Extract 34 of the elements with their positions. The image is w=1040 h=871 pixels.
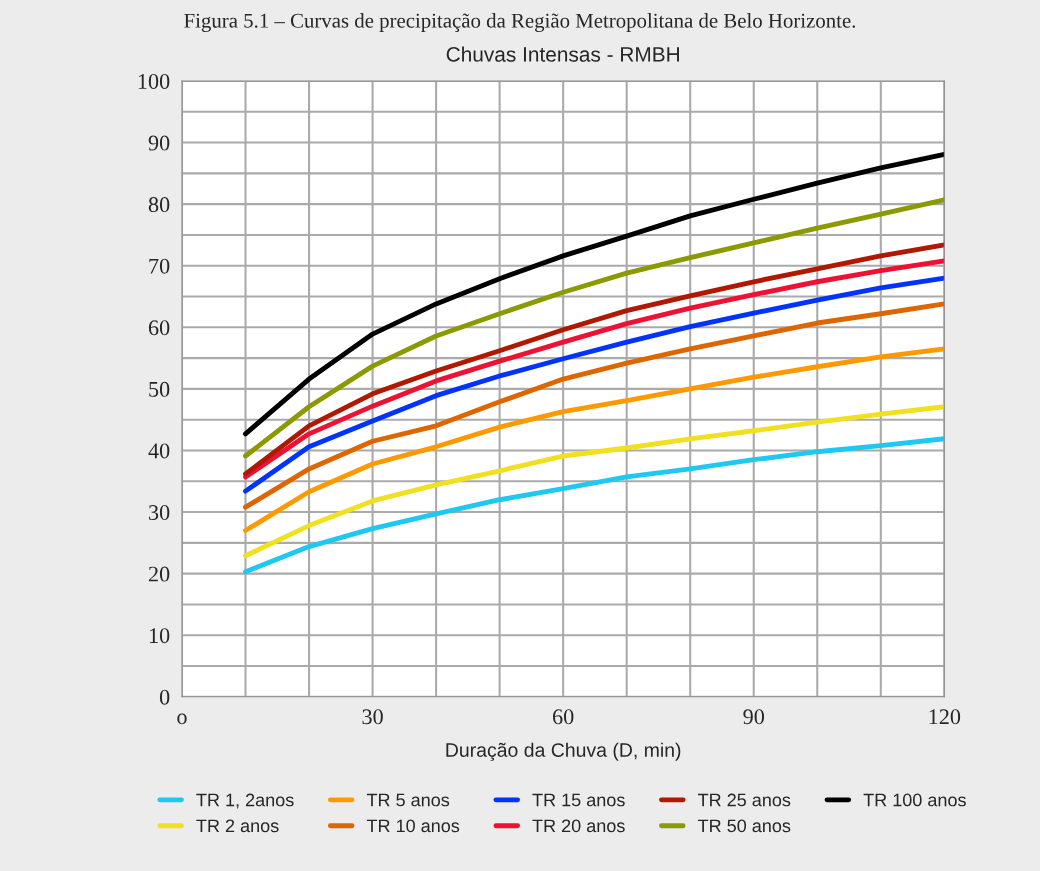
legend-label: TR 2 anos bbox=[196, 819, 279, 833]
x-tick-label: 120 bbox=[929, 709, 961, 725]
y-tick-label: 50 bbox=[149, 381, 170, 397]
chart-title: Chuvas Intensas - RMBH bbox=[446, 46, 679, 62]
y-tick-label: 70 bbox=[149, 258, 170, 274]
line-series bbox=[243, 346, 945, 533]
line-series bbox=[243, 436, 945, 575]
x-tick-label: 60 bbox=[553, 709, 574, 725]
x-tick-label: 90 bbox=[743, 709, 764, 725]
x-tick-label: 30 bbox=[362, 709, 383, 725]
line-series bbox=[243, 197, 945, 459]
y-tick-label: 90 bbox=[148, 135, 170, 151]
y-tick-label: 30 bbox=[149, 504, 170, 520]
legend-label: TR 20 anos bbox=[532, 819, 625, 833]
y-tick-label: 100 bbox=[138, 73, 170, 89]
y-tick-label: 60 bbox=[148, 320, 170, 336]
legend-label: TR 50 anos bbox=[698, 819, 791, 833]
x-tick-label: o bbox=[177, 713, 187, 725]
line-series bbox=[243, 151, 945, 437]
y-tick-label: 20 bbox=[148, 566, 170, 582]
legend-label: TR 10 anos bbox=[366, 819, 460, 833]
legend-label: TR 1, 2anos bbox=[196, 793, 294, 809]
line-series bbox=[243, 404, 945, 559]
legend-label: TR 100 anos bbox=[863, 793, 966, 807]
legend-label: TR 15 anos bbox=[532, 793, 625, 807]
legend-label: TR 25 anos bbox=[698, 793, 791, 807]
y-tick-label: 80 bbox=[148, 197, 170, 213]
line-series bbox=[243, 301, 945, 510]
y-tick-label: 0 bbox=[159, 689, 170, 705]
text: Figura 5.1 – Curvas de precipitação da Região Metropolitana de Belo Horizonte. bbox=[184, 13, 856, 33]
y-tick-label: 40 bbox=[148, 443, 170, 459]
y-tick-label: 10 bbox=[149, 628, 170, 644]
legend-label: TR 5 anos bbox=[366, 793, 450, 807]
x-axis-title: Duração da Chuva (D, min) bbox=[446, 742, 681, 761]
